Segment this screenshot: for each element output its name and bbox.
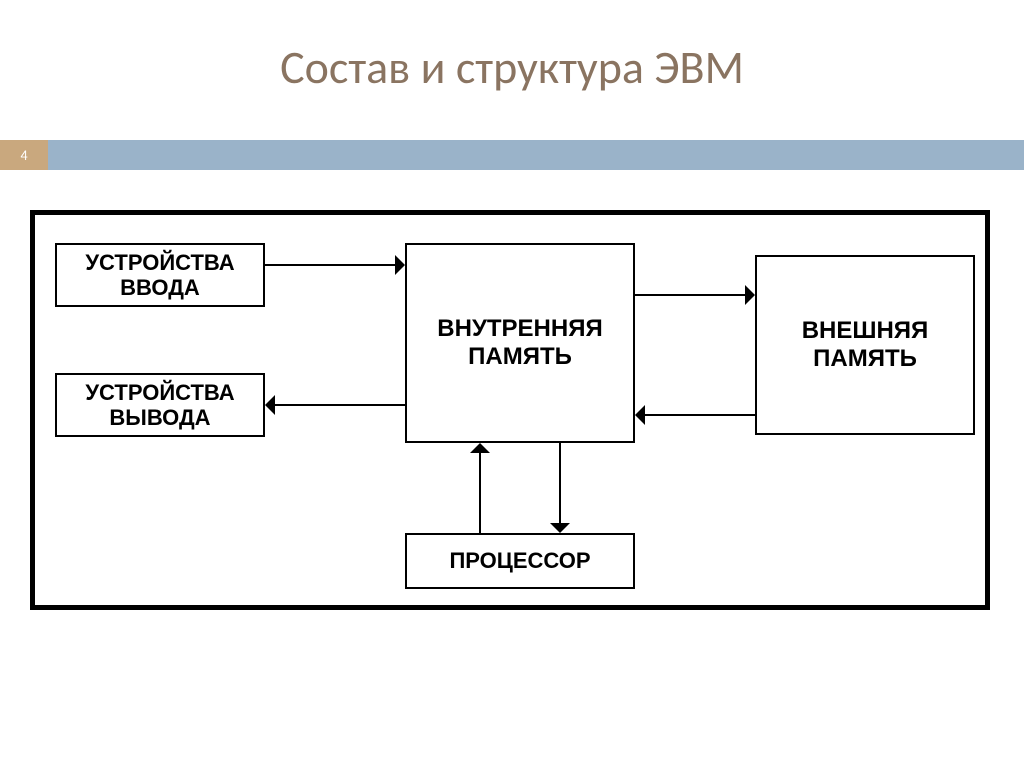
arrow-head-ext-int [635,405,645,425]
node-cpu: ПРОЦЕССОР [405,533,635,589]
node-input: УСТРОЙСТВА ВВОДА [55,243,265,307]
arrow-head-input [395,255,405,275]
page-number: 4 [20,147,27,164]
node-output: УСТРОЙСТВА ВЫВОДА [55,373,265,437]
arrow-ext-int [645,414,755,416]
arrow-head-int-ext [745,285,755,305]
slide-title: Состав и структура ЭВМ [0,40,1024,96]
arrow-head-output [265,395,275,415]
arrow-cpu-up [479,453,481,533]
arrow-int-down [559,443,561,523]
node-internal: ВНУТРЕННЯЯ ПАМЯТЬ [405,243,635,443]
accent-bar [0,140,1024,170]
arrow-input [265,264,395,266]
arrow-head-cpu-up [470,443,490,453]
arrow-int-ext [635,294,745,296]
arrow-output [275,404,405,406]
page-number-badge: 4 [0,140,48,170]
diagram-container: УСТРОЙСТВА ВВОДА УСТРОЙСТВА ВЫВОДА ВНУТРЕН… [30,210,990,610]
slide: Состав и структура ЭВМ 4 УСТРОЙСТВА ВВОД… [0,0,1024,768]
node-external: ВНЕШНЯЯ ПАМЯТЬ [755,255,975,435]
arrow-head-int-down [550,523,570,533]
